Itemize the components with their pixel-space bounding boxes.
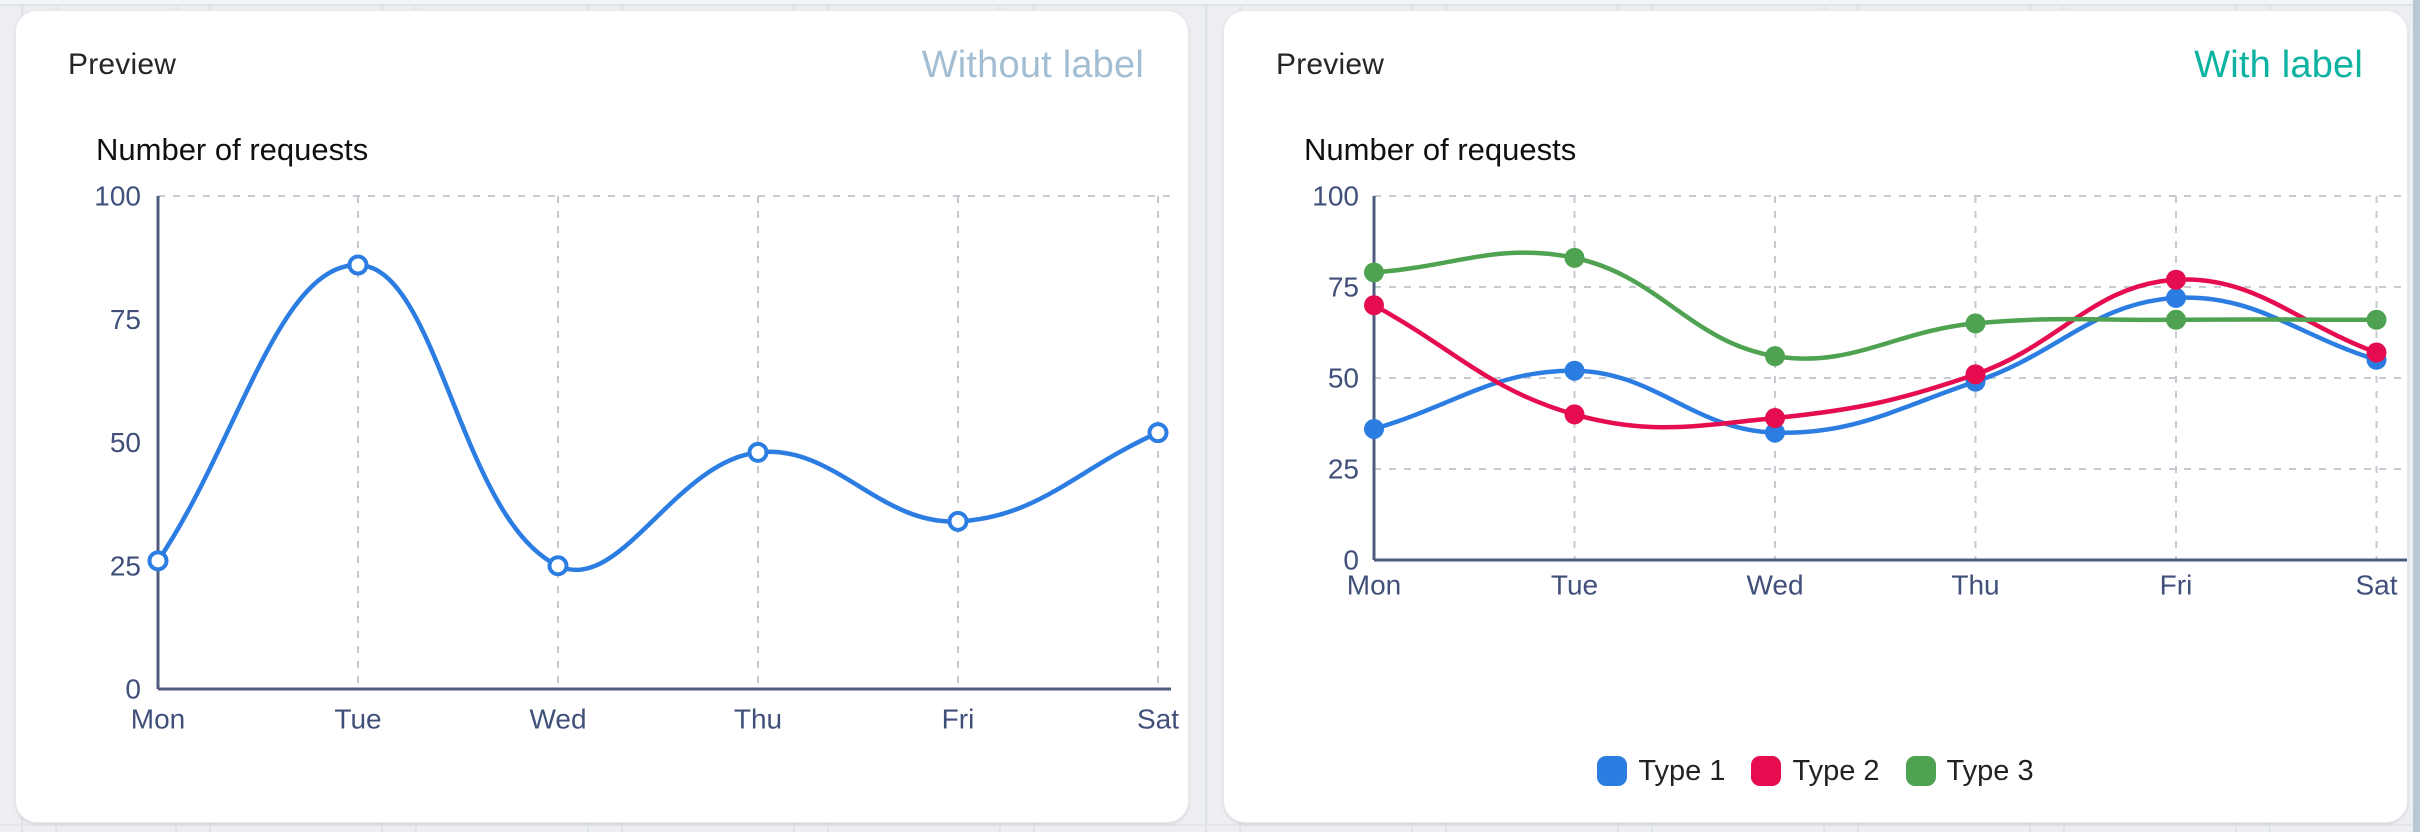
data-point-marker [2166, 269, 2186, 290]
x-tick-label: Thu [734, 704, 782, 735]
y-tick-label: 25 [110, 550, 141, 581]
x-tick-label: Sat [2355, 570, 2397, 601]
x-tick-label: Sat [1137, 704, 1179, 735]
x-tick-label: Wed [1746, 570, 1803, 601]
y-tick-label: 75 [110, 304, 141, 335]
y-tick-label: 75 [1328, 272, 1359, 303]
data-point-marker [1564, 247, 1585, 268]
preview-card-with-label: 0 25 50 75 100 Mon Tue Wed Thu Fri Sat Preview Wit… [1223, 10, 2408, 823]
data-point-marker [2166, 309, 2186, 330]
legend-label: Type 3 [1946, 754, 2034, 787]
legend-label: Type 1 [1638, 754, 1726, 787]
y-tick-label: 100 [1312, 181, 1359, 212]
x-tick-label: Mon [1347, 570, 1401, 601]
card-title: Preview [68, 48, 177, 81]
y-tick-label: 100 [94, 181, 141, 212]
legend-swatch-icon [1751, 756, 1782, 786]
x-tick-label: Fri [942, 704, 975, 735]
line-chart-multi-series: 0 25 50 75 100 Mon Tue Wed Thu Fri Sat [1312, 181, 2407, 601]
data-point-marker [947, 510, 969, 532]
card-title: Preview [1276, 48, 1385, 81]
series-line [155, 262, 1161, 573]
y-tick-label: 0 [1343, 545, 1359, 576]
data-point-marker [1765, 408, 1785, 429]
data-point-marker [2366, 342, 2387, 363]
legend-item: Type 2 [1751, 754, 1880, 788]
series-line [1371, 277, 2379, 430]
with-label-badge: With label [2194, 43, 2363, 86]
y-tick-label: 50 [1328, 363, 1359, 394]
data-point-marker [347, 254, 369, 276]
data-point-marker [1564, 360, 1585, 381]
y-tick-label: 0 [125, 674, 141, 705]
legend-item: Type 1 [1597, 755, 1725, 788]
data-point-marker [1364, 295, 1384, 316]
x-tick-label: Tue [1551, 570, 1598, 601]
card-header: Preview Without label [68, 43, 1144, 87]
card-header: Preview With label [1276, 43, 2363, 87]
data-point-marker [1147, 422, 1169, 444]
window-edge-strip [2413, 0, 2420, 832]
legend-swatch-icon [1905, 756, 1936, 786]
data-point-marker [2366, 309, 2387, 330]
data-point-marker [1765, 422, 1785, 443]
data-point-marker [1364, 262, 1384, 283]
without-label-badge: Without label [921, 43, 1144, 86]
series-line [1371, 250, 2379, 361]
data-point-marker [547, 555, 569, 577]
data-point-marker [1564, 404, 1585, 425]
x-tick-label: Tue [334, 704, 381, 735]
data-point-marker [1965, 313, 1986, 334]
y-tick-label: 50 [110, 427, 141, 458]
data-point-marker [147, 550, 169, 572]
x-tick-label: Mon [131, 704, 185, 735]
legend-label: Type 2 [1792, 754, 1880, 787]
y-tick-label: 25 [1328, 454, 1359, 485]
data-point-marker [1965, 364, 1986, 385]
chart-legend: Type 1 Type 2 Type 3 [1224, 751, 2407, 791]
data-point-marker [1765, 346, 1785, 367]
data-point-marker [2166, 287, 2186, 308]
series-line [1371, 295, 2379, 435]
line-chart-single-series: 0 25 50 75 100 Mon Tue Wed Thu Fri Sat [94, 181, 1179, 735]
legend-swatch-icon [1597, 756, 1628, 786]
preview-card-without-label: 0 25 50 75 100 Mon Tue Wed Thu Fri Sat Preview Wit… [15, 10, 1189, 823]
chart-title: Number of requests [96, 132, 369, 167]
data-point-marker [747, 441, 769, 463]
data-point-marker [1364, 418, 1384, 439]
legend-item: Type 3 [1905, 754, 2034, 788]
chart-title: Number of requests [1304, 132, 1577, 167]
x-tick-label: Wed [529, 704, 586, 735]
x-tick-label: Thu [1951, 570, 1999, 601]
x-tick-label: Fri [2160, 570, 2193, 601]
